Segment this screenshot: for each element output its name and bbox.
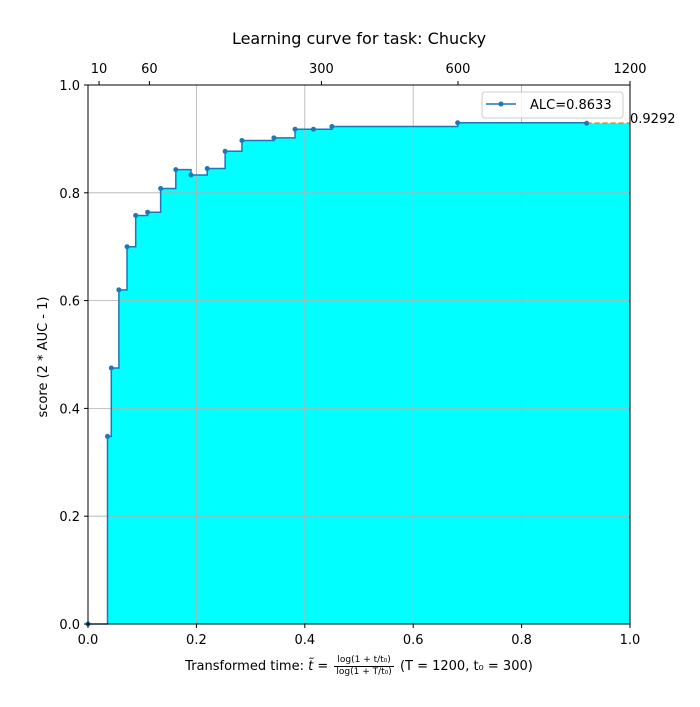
legend-box	[481, 91, 624, 119]
y-tick-label: 0.8	[59, 187, 80, 202]
top-tick-label: 600	[446, 62, 471, 77]
data-point	[124, 244, 130, 250]
x-label-prefix: Transformed time:	[185, 659, 309, 674]
x-label-suffix: (T = 1200, t₀ = 300)	[399, 659, 533, 674]
series-layer	[85, 120, 630, 627]
y-tick-label: 0.2	[59, 510, 80, 525]
x-tick-label: 1.0	[620, 633, 641, 648]
x-label-denominator: log(1 + T/t₀)	[336, 667, 392, 677]
x-tick-label: 0.4	[294, 633, 315, 648]
final-score-label: 0.9292	[630, 112, 676, 127]
data-point	[173, 167, 179, 173]
y-tick-label: 0.6	[59, 295, 80, 310]
x-tick-label: 0.8	[511, 633, 532, 648]
area-fill	[88, 122, 630, 624]
data-point	[329, 124, 335, 130]
x-label-tilde-t: t̃	[308, 659, 314, 674]
series-step-line	[88, 121, 588, 625]
legend-label: ALC=0.8633	[530, 98, 612, 113]
legend: ALC=0.8633	[481, 91, 624, 119]
data-point	[133, 212, 139, 218]
top-tick-label: 60	[141, 62, 158, 77]
data-point	[145, 209, 151, 215]
data-point	[584, 120, 590, 126]
y-tick-label: 0.4	[59, 402, 80, 417]
legend-marker	[498, 101, 504, 107]
x-tick-label: 0.6	[403, 633, 424, 648]
data-point	[108, 365, 114, 371]
x-label-equals: =	[313, 659, 333, 674]
x-label-numerator: log(1 + t/t₀)	[334, 655, 394, 667]
top-tick-label: 300	[309, 62, 334, 77]
area-fill-layer	[88, 122, 630, 624]
data-point	[116, 287, 122, 293]
data-point	[222, 148, 228, 154]
plot-frame	[87, 84, 631, 625]
axes-layer: 0.0 0.2 0.4 0.6 0.8 1.0 0.0 0.2 0.4 0.6 0.8 1.0 10 60…	[59, 62, 646, 648]
data-point	[105, 433, 111, 439]
top-tick-label: 1200	[613, 62, 646, 77]
data-point	[455, 120, 461, 126]
chart-title: Learning curve for task: Chucky	[232, 29, 486, 48]
data-point	[204, 166, 210, 172]
x-label-fraction: log(1 + t/t₀) log(1 + T/t₀)	[334, 655, 394, 678]
data-point	[292, 126, 298, 132]
data-point	[239, 138, 245, 144]
top-tick-label: 10	[91, 62, 108, 77]
data-point	[158, 185, 164, 191]
y-tick-label: 1.0	[59, 79, 80, 94]
x-tick-label: 0.0	[78, 633, 99, 648]
y-tick-label: 0.0	[59, 618, 80, 633]
x-axis-label: Transformed time: t̃ = log(1 + t/t₀) log(…	[0, 655, 700, 678]
data-point	[271, 135, 277, 141]
data-point	[188, 172, 194, 178]
data-point	[310, 126, 316, 132]
x-tick-label: 0.2	[186, 633, 207, 648]
y-axis-label: score (2 * AUC - 1)	[36, 297, 51, 418]
